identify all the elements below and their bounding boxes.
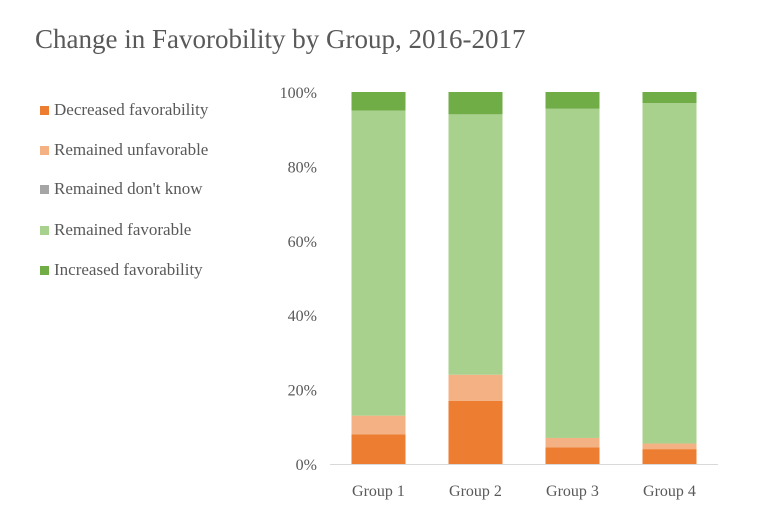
bar-group-1-increased-favorability bbox=[351, 92, 406, 111]
legend-item-increased-favorability: Increased favorability bbox=[40, 258, 203, 282]
x-tick-label-group-4: Group 4 bbox=[643, 483, 696, 500]
y-tick-label-40: 40% bbox=[288, 308, 317, 325]
bar-group-4-decreased-favorability bbox=[642, 449, 697, 464]
legend-swatch-remained-dont-know bbox=[40, 184, 49, 194]
y-axis-ticks: 0% 20% 40% 60% 80% 100% bbox=[280, 85, 317, 474]
legend-item-remained-favorable: Remained favorable bbox=[40, 218, 191, 242]
legend-label-remained-dont-know: Remained don't know bbox=[54, 179, 203, 198]
bar-group-3-remained-favorable bbox=[545, 108, 600, 438]
bars bbox=[351, 92, 697, 464]
bar-group-2-decreased-favorability bbox=[448, 400, 503, 464]
bar-group-4-remained-favorable bbox=[642, 103, 697, 444]
bar-group-2-increased-favorability bbox=[448, 92, 503, 115]
legend-item-remained-dont-know: Remained don't know bbox=[40, 177, 202, 201]
x-axis-ticks: Group 1 Group 2 Group 3 Group 4 bbox=[352, 483, 696, 500]
bar-group-3-remained-unfavorable bbox=[545, 437, 600, 448]
y-tick-label-60: 60% bbox=[288, 234, 317, 251]
bar-group-1-remained-favorable bbox=[351, 110, 406, 416]
legend-swatch-decreased-favorability bbox=[40, 105, 49, 115]
x-tick-label-group-3: Group 3 bbox=[546, 483, 599, 500]
x-tick-label-group-2: Group 2 bbox=[449, 483, 502, 500]
legend-label-remained-favorable: Remained favorable bbox=[54, 220, 192, 239]
bar-group-4-increased-favorability bbox=[642, 92, 697, 104]
y-tick-label-80: 80% bbox=[288, 159, 317, 176]
legend-label-remained-unfavorable: Remained unfavorable bbox=[54, 140, 209, 159]
bar-group-2-remained-unfavorable bbox=[448, 374, 503, 401]
chart-title: Change in Favorobility by Group, 2016-20… bbox=[35, 24, 526, 54]
legend-swatch-increased-favorability bbox=[40, 265, 49, 275]
legend-item-decreased-favorability: Decreased favorability bbox=[40, 98, 208, 122]
legend-swatch-remained-favorable bbox=[40, 225, 49, 235]
bar-group-1-decreased-favorability bbox=[351, 434, 406, 464]
bar-group-2-remained-favorable bbox=[448, 114, 503, 375]
bar-group-1-remained-unfavorable bbox=[351, 415, 406, 435]
x-tick-label-group-1: Group 1 bbox=[352, 483, 405, 500]
legend-label-decreased-favorability: Decreased favorability bbox=[54, 100, 209, 119]
bar-group-3-increased-favorability bbox=[545, 92, 600, 109]
legend-swatch-remained-unfavorable bbox=[40, 145, 49, 155]
y-tick-label-20: 20% bbox=[288, 383, 317, 400]
bar-group-4-remained-unfavorable bbox=[642, 443, 697, 450]
bar-group-3-decreased-favorability bbox=[545, 447, 600, 464]
legend-item-remained-unfavorable: Remained unfavorable bbox=[40, 138, 208, 162]
y-tick-label-0: 0% bbox=[296, 457, 317, 474]
y-tick-label-100: 100% bbox=[280, 85, 317, 102]
legend-label-increased-favorability: Increased favorability bbox=[54, 260, 203, 279]
